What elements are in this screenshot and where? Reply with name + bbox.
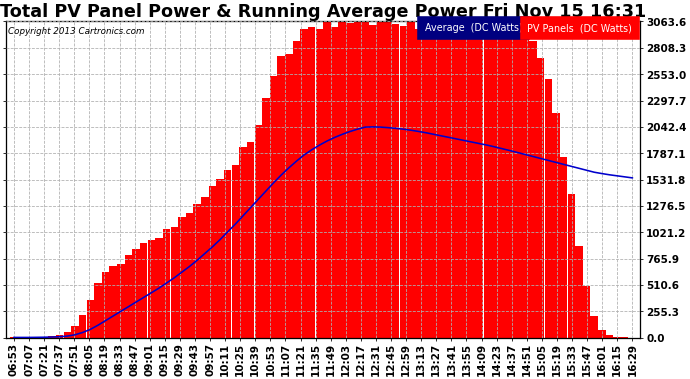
Bar (33, 337, 41, 338)
Bar (79, 315, 86, 338)
Bar (102, 272, 109, 338)
Bar (591, 316, 598, 338)
Bar (277, 57, 285, 338)
Bar (437, 17, 445, 338)
Bar (217, 179, 224, 338)
Bar (469, 24, 476, 338)
Bar (544, 79, 552, 338)
Bar (407, 19, 415, 338)
Bar (522, 29, 529, 338)
Bar (148, 240, 155, 338)
Bar (86, 300, 94, 338)
Bar (362, 18, 369, 338)
Bar (613, 337, 621, 338)
Bar (392, 24, 400, 338)
Bar (270, 76, 277, 338)
Bar (94, 283, 101, 338)
Bar (132, 249, 140, 338)
Bar (552, 114, 560, 338)
Bar (155, 238, 163, 338)
Bar (110, 266, 117, 338)
Bar (56, 335, 63, 338)
Bar (41, 337, 48, 338)
Bar (499, 20, 506, 338)
Bar (415, 29, 422, 338)
Bar (491, 30, 499, 338)
Bar (247, 142, 255, 338)
Bar (63, 332, 71, 338)
Bar (293, 41, 300, 338)
Bar (117, 264, 125, 338)
Bar (193, 204, 201, 338)
Bar (476, 21, 484, 338)
Bar (529, 42, 537, 338)
Bar (186, 213, 193, 338)
Bar (239, 147, 247, 338)
Bar (201, 198, 208, 338)
Bar (453, 19, 460, 338)
Bar (568, 194, 575, 338)
Bar (140, 243, 148, 338)
Bar (170, 227, 178, 338)
Bar (484, 29, 491, 338)
Bar (606, 335, 613, 338)
Bar (354, 16, 362, 338)
Bar (285, 54, 293, 338)
Bar (224, 170, 231, 338)
Bar (583, 287, 591, 338)
Text: Copyright 2013 Cartronics.com: Copyright 2013 Cartronics.com (8, 27, 144, 36)
Bar (339, 19, 346, 338)
Bar (178, 217, 186, 338)
Bar (575, 246, 582, 338)
Bar (331, 27, 338, 338)
Bar (255, 126, 262, 338)
Bar (48, 336, 56, 338)
Bar (163, 229, 170, 338)
Bar (125, 255, 132, 338)
Bar (308, 28, 315, 338)
Bar (598, 330, 606, 338)
Bar (315, 29, 323, 338)
Bar (430, 33, 437, 338)
Legend: Average  (DC Watts), PV Panels  (DC Watts): Average (DC Watts), PV Panels (DC Watts) (419, 20, 635, 36)
Bar (369, 25, 377, 338)
Bar (400, 26, 407, 338)
Bar (461, 17, 468, 338)
Bar (323, 22, 331, 338)
Bar (346, 23, 353, 338)
Bar (560, 157, 567, 338)
Bar (537, 58, 544, 338)
Bar (377, 16, 384, 338)
Bar (300, 29, 308, 338)
Bar (232, 166, 239, 338)
Bar (71, 326, 79, 338)
Bar (514, 25, 522, 338)
Bar (208, 186, 216, 338)
Bar (506, 25, 514, 338)
Bar (384, 16, 392, 338)
Bar (445, 19, 453, 338)
Title: Total PV Panel Power & Running Average Power Fri Nov 15 16:31: Total PV Panel Power & Running Average P… (0, 3, 647, 21)
Bar (422, 28, 430, 338)
Bar (262, 98, 270, 338)
